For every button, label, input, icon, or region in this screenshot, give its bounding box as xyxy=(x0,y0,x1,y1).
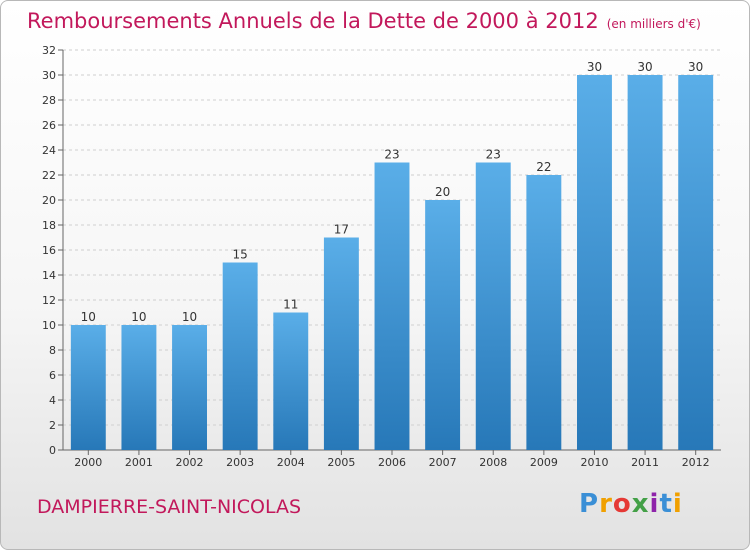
bar-value-label: 15 xyxy=(233,248,248,262)
x-tick-label: 2007 xyxy=(429,456,457,469)
labels: 2000 10 2001 10 2002 10 2003 15 2004 11 2005 17 2006… xyxy=(74,60,709,469)
bar-2001 xyxy=(121,325,157,450)
x-tick-label: 2011 xyxy=(631,456,659,469)
x-tick-label: 2010 xyxy=(580,456,608,469)
y-tick-label: 6 xyxy=(49,369,56,382)
bars xyxy=(70,75,714,450)
y-tick-label: 26 xyxy=(42,119,56,132)
y-tick-label: 32 xyxy=(42,44,56,57)
bar-2008 xyxy=(475,162,511,450)
x-tick-label: 2004 xyxy=(277,456,305,469)
y-tick-label: 24 xyxy=(42,144,56,157)
x-tick-label: 2001 xyxy=(125,456,153,469)
bar-value-label: 10 xyxy=(81,310,96,324)
bar-2000 xyxy=(70,325,106,450)
y-tick-label: 20 xyxy=(42,194,56,207)
chart-title: Remboursements Annuels de la Dette de 20… xyxy=(27,9,701,33)
bar-2003 xyxy=(222,262,258,450)
bar-2011 xyxy=(627,75,663,450)
bar-2006 xyxy=(374,162,410,450)
y-tick-label: 4 xyxy=(49,394,56,407)
commune-name: DAMPIERRE-SAINT-NICOLAS xyxy=(37,496,302,518)
x-tick-label: 2006 xyxy=(378,456,406,469)
bar-2002 xyxy=(172,325,208,450)
y-tick-label: 2 xyxy=(49,419,56,432)
x-tick-label: 2000 xyxy=(74,456,102,469)
y-tick-label: 0 xyxy=(49,444,56,457)
y-tick-label: 10 xyxy=(42,319,56,332)
bar-value-label: 22 xyxy=(536,160,551,174)
bar-value-label: 11 xyxy=(283,298,298,312)
bar-value-label: 17 xyxy=(334,223,349,237)
bar-2004 xyxy=(273,312,309,450)
proxiti-logo: Proxiti xyxy=(579,489,683,519)
bar-value-label: 23 xyxy=(486,148,501,162)
bar-2007 xyxy=(425,200,461,450)
x-tick-label: 2002 xyxy=(176,456,204,469)
x-tick-label: 2005 xyxy=(327,456,355,469)
y-tick-label: 16 xyxy=(42,244,56,257)
y-tick-label: 18 xyxy=(42,219,56,232)
bar-2010 xyxy=(576,75,612,450)
bar-2012 xyxy=(678,75,714,450)
y-tick-label: 22 xyxy=(42,169,56,182)
bar-value-label: 30 xyxy=(637,60,652,74)
bar-2005 xyxy=(323,237,359,450)
y-tick-label: 12 xyxy=(42,294,56,307)
y-tick-label: 8 xyxy=(49,344,56,357)
bar-value-label: 10 xyxy=(182,310,197,324)
bar-2009 xyxy=(526,175,562,450)
bar-value-label: 30 xyxy=(587,60,602,74)
y-tick-label: 28 xyxy=(42,94,56,107)
bar-value-label: 20 xyxy=(435,185,450,199)
chart-title-text: Remboursements Annuels de la Dette de 20… xyxy=(27,9,599,33)
x-tick-label: 2008 xyxy=(479,456,507,469)
x-tick-label: 2012 xyxy=(682,456,710,469)
chart-unit: (en milliers d'€) xyxy=(606,17,701,31)
bar-value-label: 10 xyxy=(131,310,146,324)
y-tick-label: 30 xyxy=(42,69,56,82)
x-tick-label: 2009 xyxy=(530,456,558,469)
y-tick-label: 14 xyxy=(42,269,56,282)
bar-value-label: 30 xyxy=(688,60,703,74)
x-tick-label: 2003 xyxy=(226,456,254,469)
bar-value-label: 23 xyxy=(384,148,399,162)
